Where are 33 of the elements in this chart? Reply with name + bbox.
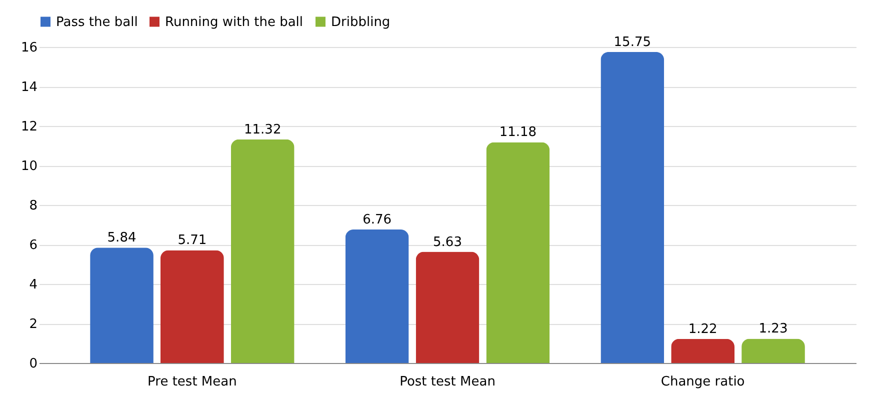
y-tick-label: 14 xyxy=(20,80,38,95)
y-tick-label: 0 xyxy=(29,356,38,372)
y-tick-label: 6 xyxy=(29,238,38,253)
y-tick-label: 16 xyxy=(20,40,38,56)
data-label: 5.63 xyxy=(433,234,462,250)
data-label: 6.76 xyxy=(362,212,392,228)
y-tick-label: 2 xyxy=(29,317,38,332)
data-label: 11.18 xyxy=(499,125,537,140)
legend-label: Dribbling xyxy=(331,14,390,30)
bar xyxy=(345,229,409,363)
data-label: 1.22 xyxy=(688,322,718,337)
data-label: 15.75 xyxy=(614,34,651,50)
y-tick-label: 10 xyxy=(20,159,38,174)
data-label: 11.32 xyxy=(244,122,282,138)
y-tick-label: 12 xyxy=(20,120,38,134)
bar xyxy=(671,338,735,363)
data-label: 5.84 xyxy=(107,230,136,246)
y-tick-label: 4 xyxy=(29,278,38,292)
x-tick-label: Post test Mean xyxy=(400,374,496,390)
bar xyxy=(600,52,664,363)
data-label: 1.23 xyxy=(758,322,788,337)
bar xyxy=(486,142,550,363)
bar xyxy=(230,139,294,363)
legend-label: Pass the ball xyxy=(56,14,138,30)
y-tick-label: 8 xyxy=(29,198,38,214)
bar xyxy=(160,250,224,363)
bar xyxy=(90,248,154,363)
x-tick-label: Change ratio xyxy=(660,374,745,390)
legend-label: Running with the ball xyxy=(165,14,304,30)
x-tick-label: Pre test Mean xyxy=(148,374,237,390)
bar xyxy=(742,338,805,363)
data-label: 5.71 xyxy=(178,233,207,248)
bar xyxy=(416,252,480,363)
